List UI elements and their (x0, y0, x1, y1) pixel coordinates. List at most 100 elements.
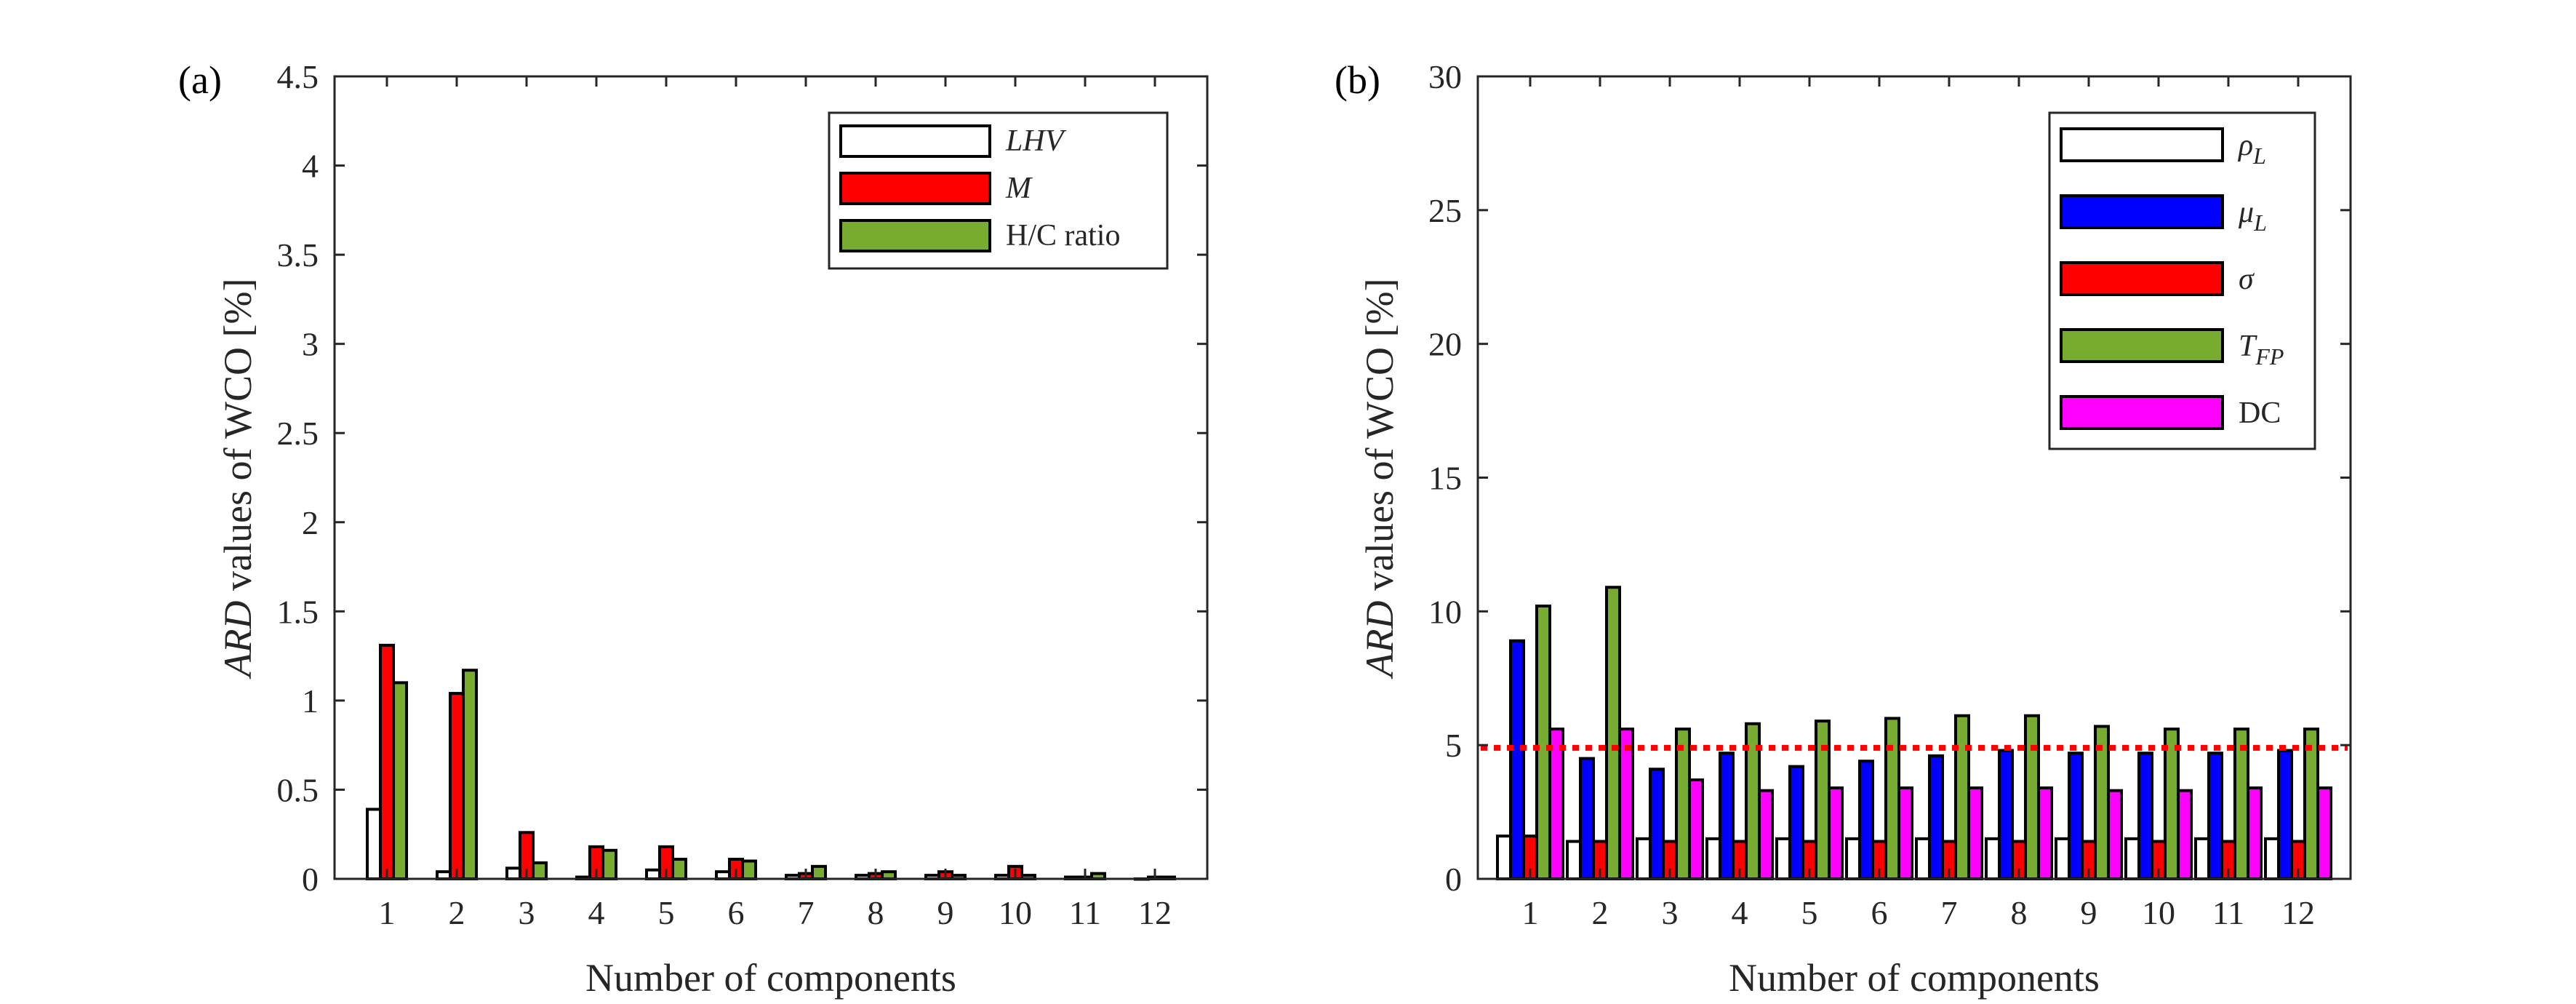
x-tick-label: 4 (588, 894, 605, 931)
x-tick-label: 7 (798, 894, 815, 931)
legend-swatch (2060, 395, 2224, 430)
y-tick-label: 3 (302, 326, 319, 363)
y-tick-label: 2 (302, 504, 319, 541)
bar (1758, 789, 1774, 881)
x-tick-label: 8 (868, 894, 884, 931)
bar (1535, 604, 1551, 880)
x-tick-label: 7 (1941, 894, 1958, 931)
bar (1815, 720, 1831, 880)
bar (392, 681, 408, 881)
y-tick-label: 0 (302, 861, 319, 898)
bar (462, 669, 478, 880)
x-tick-label: 10 (999, 894, 1032, 931)
legend-swatch (2060, 261, 2224, 296)
legend-entry: M (1005, 172, 1033, 205)
legend-entry: μL (2238, 196, 2267, 236)
legend-entry: ρL (2237, 129, 2266, 169)
x-tick-label: 6 (1871, 894, 1888, 931)
x-tick-label: 2 (1592, 894, 1609, 931)
panel-label: (a) (178, 58, 222, 102)
legend: LHV M H/C ratio (828, 111, 1169, 270)
bar (2124, 837, 2140, 880)
panel-a-chart: 00.511.522.533.544.51 2 3 4 5 6 7 8 9 10 11 12Numbe… (178, 58, 1209, 1000)
legend-entry: TFP (2239, 330, 2284, 370)
bar (2247, 786, 2263, 880)
legend-entry: σ (2239, 263, 2255, 296)
x-tick-label: 1 (379, 894, 396, 931)
bar (1649, 768, 1665, 881)
x-tick-label: 11 (2212, 894, 2244, 931)
y-axis-label: ARD values of WCO [%] (1358, 279, 1401, 680)
x-tick-label: 4 (1732, 894, 1748, 931)
x-tick-label: 12 (1138, 894, 1172, 931)
bar (2303, 728, 2319, 881)
bar (1705, 837, 1721, 880)
legend-swatch (839, 124, 991, 158)
bar (505, 866, 521, 881)
bar (1579, 757, 1595, 881)
y-tick-label: 3.5 (277, 236, 319, 274)
legend-swatch (839, 172, 991, 205)
bar (2024, 714, 2040, 880)
bar (449, 692, 465, 881)
bars (366, 643, 1176, 881)
x-tick-label: 9 (2081, 894, 2097, 931)
bar (2107, 789, 2123, 881)
y-tick-label: 0.5 (277, 771, 319, 808)
bar (379, 643, 395, 880)
bar (2264, 837, 2280, 880)
bar (1636, 837, 1652, 880)
x-axis-label: Number of components (585, 956, 956, 1000)
bar (601, 848, 617, 881)
y-tick-label: 4 (302, 148, 319, 185)
y-tick-label: 4.5 (277, 58, 319, 95)
bar (2207, 752, 2223, 880)
y-tick-label: 5 (1445, 727, 1462, 764)
bar (1688, 778, 1704, 881)
bar (2194, 837, 2210, 880)
y-tick-label: 15 (1428, 460, 1462, 497)
axes-box (333, 75, 1209, 880)
x-tick-label: 10 (2142, 894, 2175, 931)
y-tick-label: 1 (302, 682, 319, 720)
bar (645, 868, 661, 880)
bar (2177, 789, 2193, 881)
panel-label: (b) (1335, 58, 1380, 102)
y-tick-label: 2.5 (277, 415, 319, 452)
bar (2316, 786, 2332, 880)
bar (2233, 728, 2249, 881)
bar (1858, 760, 1874, 881)
y-tick-label: 25 (1428, 192, 1462, 229)
bar (811, 864, 827, 880)
bars (1496, 586, 2332, 881)
y-tick-label: 10 (1428, 593, 1462, 630)
y-axis-label: ARD values of WCO [%] (216, 279, 260, 680)
legend: ρL μL σ TFP DC (2048, 111, 2316, 450)
x-tick-label: 3 (1662, 894, 1679, 931)
bar (1548, 728, 1564, 881)
y-tick-label: 0 (1445, 861, 1462, 898)
legend-swatch (2060, 194, 2224, 229)
x-tick-label: 2 (449, 894, 465, 931)
bar (2277, 749, 2293, 881)
y-tick-label: 20 (1428, 326, 1462, 363)
bar (1788, 765, 1804, 880)
bar (1618, 728, 1634, 881)
legend-entry: LHV (1005, 124, 1067, 158)
bar (1928, 754, 1944, 880)
bar (1566, 840, 1582, 880)
x-tick-label: 11 (1069, 894, 1101, 931)
bar (1845, 837, 1861, 880)
bar (1967, 786, 1983, 880)
bar (1775, 837, 1791, 880)
x-tick-label: 3 (519, 894, 535, 931)
legend-entry: DC (2239, 397, 2281, 430)
bar (1719, 752, 1735, 880)
legend-swatch (2060, 127, 2224, 162)
bar (2037, 786, 2053, 880)
x-tick-label: 9 (937, 894, 954, 931)
bar (1985, 837, 2001, 880)
bar (1496, 834, 1512, 881)
